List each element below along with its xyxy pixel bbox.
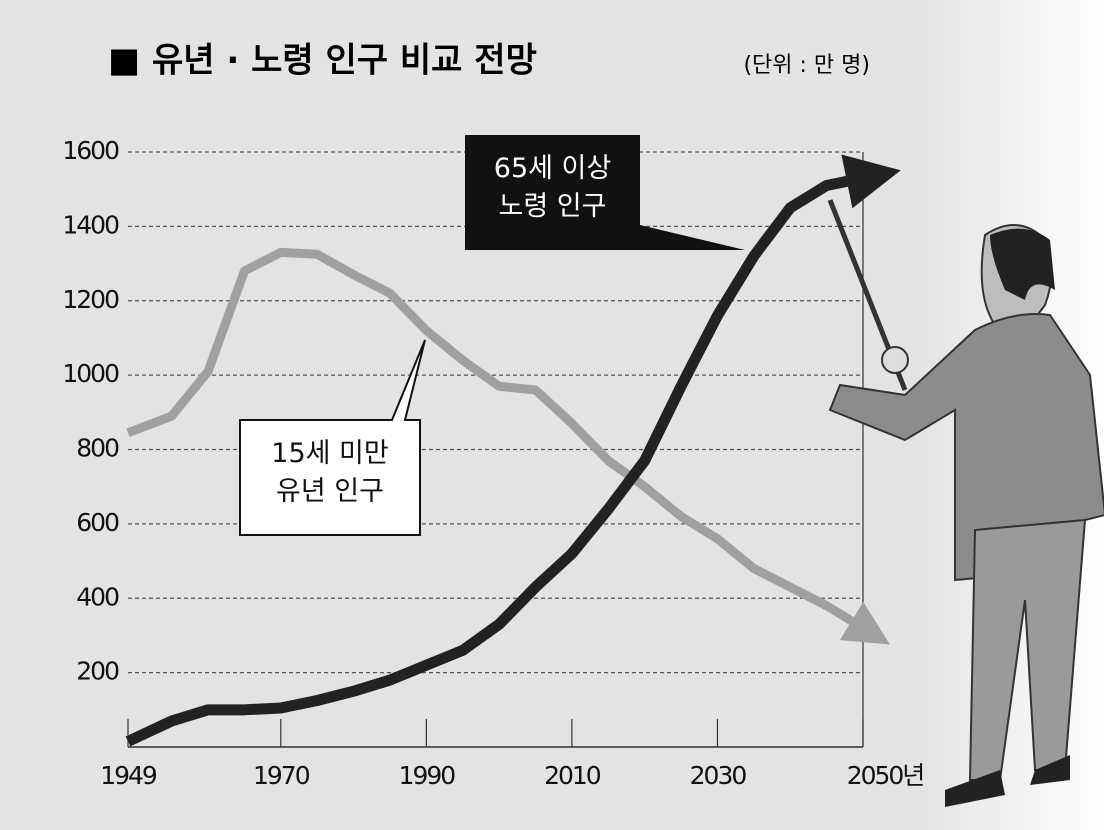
callout-box	[239, 339, 426, 536]
y-tick-label: 600	[76, 508, 119, 537]
x-tick-label: 1990	[399, 761, 456, 790]
callout-box	[465, 135, 745, 250]
x-tick-label: 2050년	[847, 761, 924, 790]
x-tick-label: 2030	[690, 761, 747, 790]
y-tick-label: 1400	[62, 210, 119, 239]
y-tick-label: 200	[76, 657, 119, 686]
chart-title: ■ 유년 · 노령 인구 비교 전망	[108, 41, 537, 81]
y-tick-label: 400	[76, 582, 119, 611]
y-tick-label: 800	[76, 434, 119, 463]
y-tick-label: 1200	[62, 285, 119, 314]
x-tick-label: 1970	[253, 761, 310, 790]
presenter	[827, 199, 1104, 807]
unit-label: (단위 : 만 명)	[743, 53, 870, 78]
series-label: 65세 이상 노령 인구	[493, 153, 612, 222]
series-label: 15세 미만 유년 인구	[271, 438, 389, 507]
x-tick-label: 2010	[544, 761, 601, 790]
x-tick-label: 1949	[100, 761, 157, 790]
y-tick-label: 1000	[62, 359, 119, 388]
data-line	[126, 247, 890, 645]
data-line	[125, 154, 901, 747]
y-tick-label: 1600	[62, 136, 119, 165]
